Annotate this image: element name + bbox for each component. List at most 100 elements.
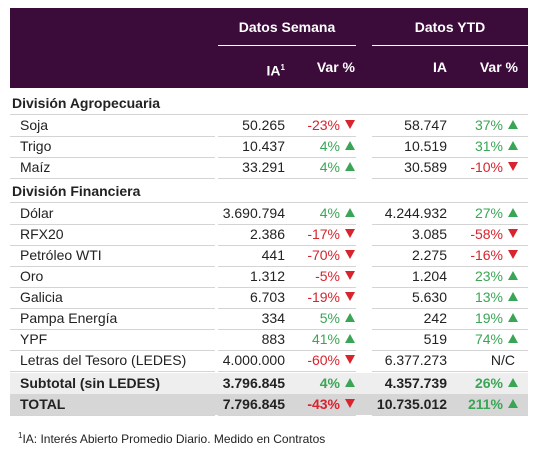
variation: -43% <box>307 394 355 415</box>
value: 4.000.000 <box>222 352 285 368</box>
value: 242 <box>423 310 447 326</box>
value: 3.085 <box>411 226 447 242</box>
row-bg <box>10 373 528 394</box>
row-label: Subtotal (sin LEDES) <box>20 375 160 391</box>
variation: -23% <box>307 115 355 136</box>
row-rule <box>218 136 356 137</box>
variation-text: 19% <box>474 310 503 326</box>
row-rule <box>10 329 215 330</box>
group-rule <box>218 45 356 46</box>
variation: 74% <box>475 329 518 350</box>
variation-text: 4% <box>319 375 340 391</box>
row-rule <box>10 157 215 158</box>
trend-arrow <box>508 271 518 280</box>
trend-arrow <box>508 292 518 301</box>
value: 3.690.794 <box>222 205 285 221</box>
variation: 41% <box>312 329 355 350</box>
row-rule <box>10 266 215 267</box>
variation-text: 74% <box>474 331 503 347</box>
row-rule <box>218 329 356 330</box>
column-header: Var % <box>316 59 355 75</box>
variation: 23% <box>475 266 518 287</box>
row-rule <box>10 415 215 416</box>
row-rule <box>372 266 528 267</box>
group-header: Datos Semana <box>238 19 336 35</box>
row-rule <box>10 178 215 179</box>
row-label: Soja <box>20 117 49 133</box>
row-rule <box>372 157 528 158</box>
trend-arrow <box>345 120 355 129</box>
value: 441 <box>261 247 285 263</box>
row-label: Pampa Energía <box>20 310 118 326</box>
variation-text: -23% <box>307 117 340 133</box>
variation: 4% <box>320 157 355 178</box>
variation-text: 37% <box>474 117 503 133</box>
row-label: Letras del Tesoro (LEDES) <box>20 352 187 368</box>
value: 1.204 <box>411 268 447 284</box>
trend-arrow <box>345 399 355 408</box>
row-label: Oro <box>20 268 44 284</box>
section-rule <box>10 202 528 203</box>
variation-text: 26% <box>474 375 503 391</box>
value: 7.796.845 <box>222 396 285 412</box>
trend-arrow <box>508 162 518 171</box>
value: 4.244.932 <box>384 205 447 221</box>
row-rule <box>372 136 528 137</box>
variation-text: -43% <box>307 396 340 412</box>
trend-arrow <box>345 313 355 322</box>
value: 10.519 <box>404 138 447 154</box>
value: 58.747 <box>404 117 447 133</box>
variation: N/C <box>491 350 515 371</box>
variation-text: -5% <box>315 268 340 284</box>
value: 519 <box>423 331 447 347</box>
variation-text: -17% <box>307 226 340 242</box>
variation-text: -16% <box>470 247 503 263</box>
variation-text: 211% <box>467 396 503 412</box>
row-bg <box>10 394 528 415</box>
variation-text: 41% <box>311 331 340 347</box>
row-rule <box>218 224 356 225</box>
value: 4.357.739 <box>384 375 447 391</box>
row-rule <box>218 245 356 246</box>
variation: 37% <box>475 115 518 136</box>
trend-arrow <box>345 355 355 364</box>
variation: -17% <box>307 224 355 245</box>
column-header: Var % <box>479 59 518 75</box>
value: 334 <box>261 310 285 326</box>
variation: -19% <box>307 287 355 308</box>
variation-text: 13% <box>474 289 503 305</box>
variation: -5% <box>315 266 355 287</box>
value: 2.386 <box>249 226 285 242</box>
value: 33.291 <box>242 159 285 175</box>
trend-arrow <box>508 399 518 408</box>
row-label: RFX20 <box>20 226 64 242</box>
row-label: Dólar <box>20 205 54 221</box>
variation-text: -19% <box>307 289 340 305</box>
group-header: Datos YTD <box>414 19 486 35</box>
variation: 4% <box>320 203 355 224</box>
variation-text: 4% <box>319 205 340 221</box>
row-label: Petróleo WTI <box>20 247 102 263</box>
trend-arrow <box>508 250 518 259</box>
row-rule <box>218 308 356 309</box>
trend-arrow <box>345 334 355 343</box>
row-label: YPF <box>20 331 48 347</box>
section-title: División Financiera <box>12 183 141 199</box>
variation: 4% <box>320 136 355 157</box>
row-label: Galicia <box>20 289 63 305</box>
value: 5.630 <box>411 289 447 305</box>
trend-arrow <box>345 141 355 150</box>
section-rule <box>10 114 528 115</box>
variation: 26% <box>475 373 518 394</box>
value: 1.312 <box>249 268 285 284</box>
row-rule <box>10 287 215 288</box>
trend-arrow <box>345 250 355 259</box>
row-rule <box>372 371 528 372</box>
row-rule <box>372 329 528 330</box>
trend-arrow <box>508 120 518 129</box>
superscript: 1 <box>280 63 285 72</box>
variation: -58% <box>470 224 518 245</box>
row-rule <box>372 308 528 309</box>
group-rule <box>372 45 528 46</box>
